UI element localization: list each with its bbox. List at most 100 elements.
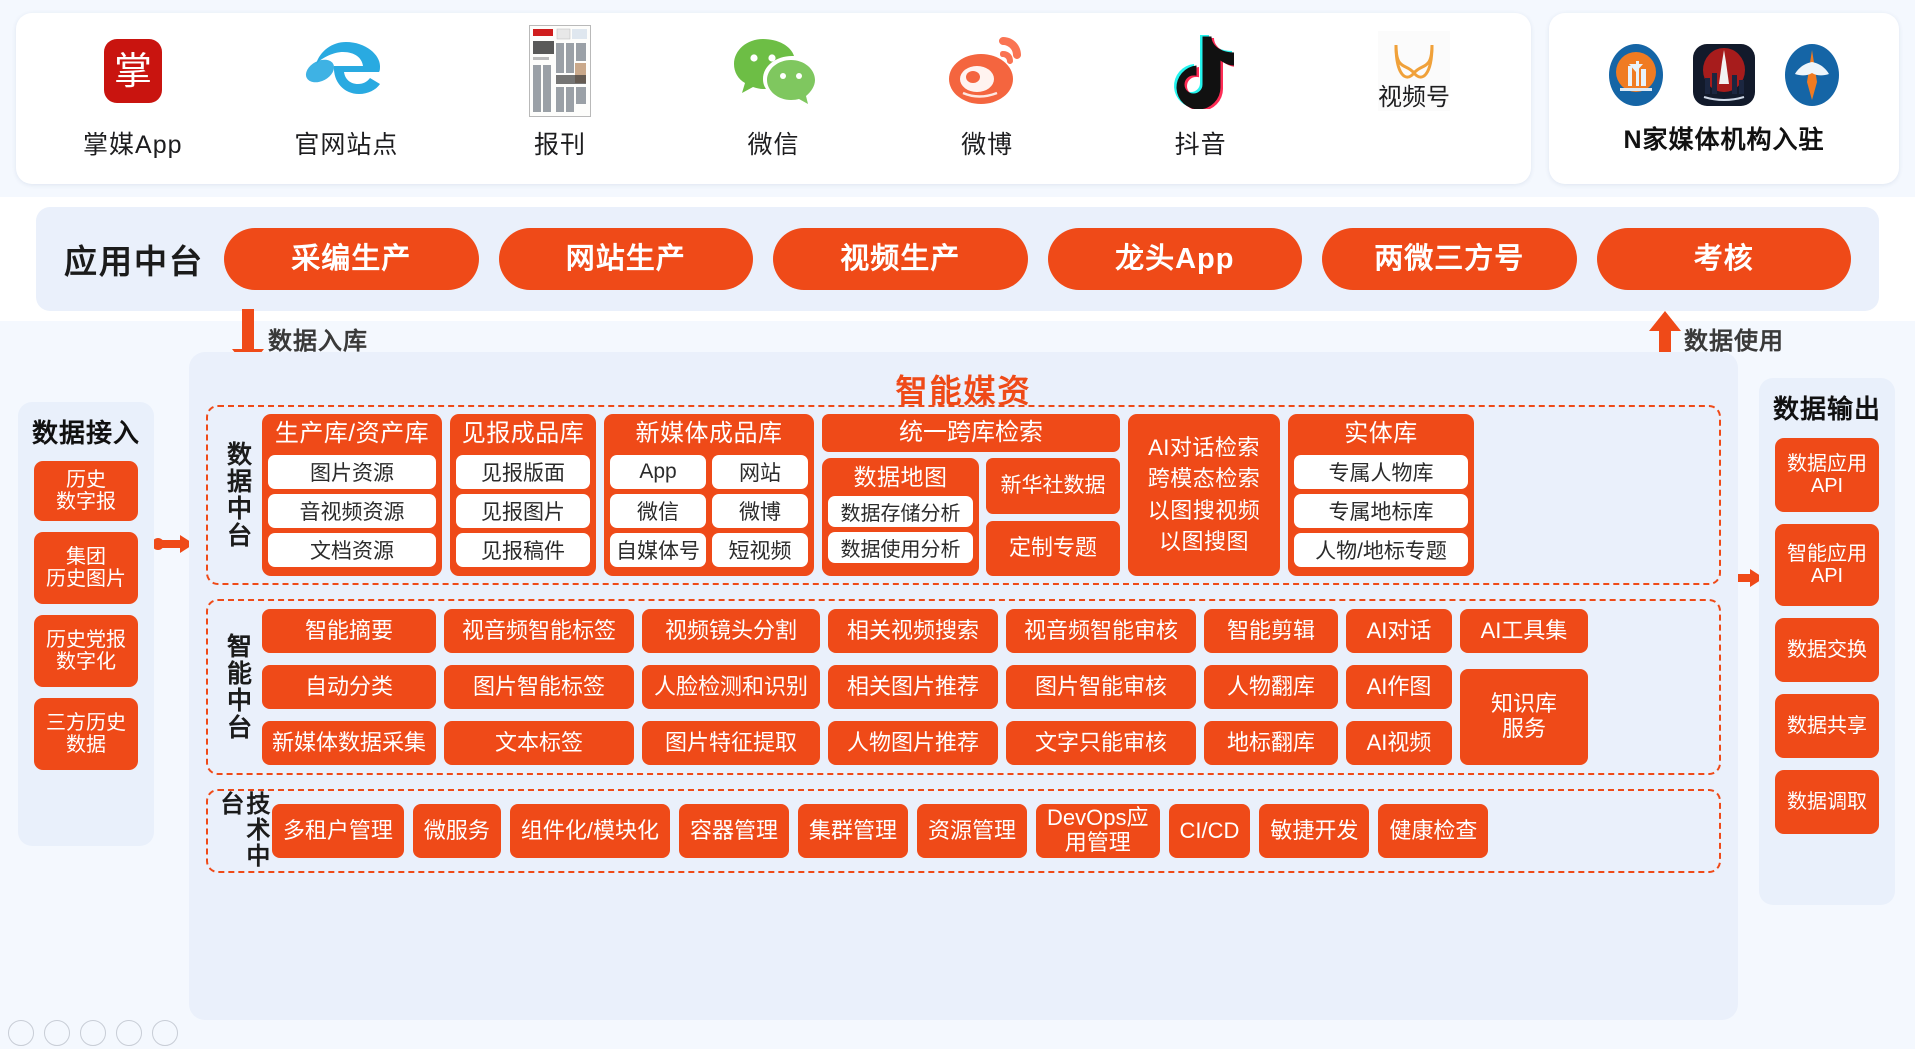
toolbar-dot-icon[interactable] <box>80 1020 106 1046</box>
data-item[interactable]: 数据使用分析 <box>828 532 973 564</box>
app-item-flagship-app[interactable]: 龙头App <box>1047 228 1302 290</box>
ai-retrieval-item[interactable]: AI对话检索 <box>1148 434 1260 460</box>
ai-item[interactable]: 人物翻库 <box>1204 665 1339 709</box>
toolbar-dot-icon[interactable] <box>152 1020 178 1046</box>
ai-item[interactable]: 人物图片推荐 <box>828 721 999 765</box>
data-item[interactable]: 见报版面 <box>456 454 590 489</box>
data-item[interactable]: 自媒体号 <box>610 532 706 567</box>
ai-item[interactable]: 新媒体数据采集 <box>262 721 437 765</box>
channel-wechat[interactable]: 微信 <box>667 27 881 161</box>
channel-weibo[interactable]: 微博 <box>880 27 1094 161</box>
data-access-panel: 数据接入 历史 数字报 集团 历史图片 历史党报 数字化 三方历史 数据 <box>18 402 154 846</box>
channel-newspaper[interactable]: 报刊 <box>453 25 667 161</box>
ai-item[interactable]: 图片智能标签 <box>444 665 635 709</box>
data-item[interactable]: 见报稿件 <box>456 532 590 567</box>
ai-retrieval-item[interactable]: 跨模态检索 <box>1147 466 1261 492</box>
channel-label: 微信 <box>747 131 800 159</box>
data-map-box[interactable]: 数据地图 数据存储分析 数据使用分析 <box>822 458 979 576</box>
data-item[interactable]: 微博 <box>712 493 808 528</box>
ai-item[interactable]: AI视频 <box>1346 721 1453 765</box>
xinhua-data-item[interactable]: 新华社数据 <box>986 458 1120 514</box>
tech-item[interactable]: CI/CD <box>1168 804 1251 858</box>
tech-item-devops[interactable]: DevOps应 用管理 <box>1036 804 1160 858</box>
tech-item[interactable]: 健康检查 <box>1378 804 1489 858</box>
ai-item[interactable]: AI对话 <box>1346 609 1453 653</box>
data-box-title: 生产库/资产库 <box>274 420 430 447</box>
data-item[interactable]: 专属人物库 <box>1294 454 1468 489</box>
data-item[interactable]: 人物/地标专题 <box>1294 532 1468 567</box>
channel-zhangmei-app[interactable]: 掌 掌媒App <box>26 27 240 161</box>
channel-video-account[interactable]: 视频号 <box>1307 27 1521 125</box>
app-item-video[interactable]: 视频生产 <box>773 228 1028 290</box>
app-item-website[interactable]: 网站生产 <box>498 228 753 290</box>
ai-item[interactable]: 文字只能审核 <box>1006 721 1197 765</box>
channel-douyin[interactable]: 抖音 <box>1094 27 1308 161</box>
data-box-newmedia-library[interactable]: 新媒体成品库 App 网站 微信 微博 自媒体号 <box>604 414 814 576</box>
data-box-title: 新媒体成品库 <box>635 420 783 447</box>
data-output-item-4[interactable]: 数据共享 <box>1775 694 1879 758</box>
ai-item[interactable]: AI作图 <box>1346 665 1453 709</box>
app-item-social[interactable]: 两微三方号 <box>1322 228 1577 290</box>
ai-item[interactable]: 文本标签 <box>444 721 635 765</box>
ai-item[interactable]: 自动分类 <box>262 665 437 709</box>
data-item[interactable]: 微信 <box>610 493 706 528</box>
toolbar-dot-icon[interactable] <box>44 1020 70 1046</box>
media-logo-3 <box>1785 43 1839 106</box>
toolbar-dot-icon[interactable] <box>8 1020 34 1046</box>
ai-item[interactable]: 相关图片推荐 <box>828 665 999 709</box>
data-item[interactable]: 数据存储分析 <box>828 496 973 528</box>
app-item-kaohe[interactable]: 考核 <box>1596 228 1851 290</box>
data-item[interactable]: 专属地标库 <box>1294 493 1468 528</box>
toolbar-dot-icon[interactable] <box>116 1020 142 1046</box>
ai-item[interactable]: 地标翻库 <box>1204 721 1339 765</box>
tech-item[interactable]: 微服务 <box>412 804 501 858</box>
ai-item[interactable]: 智能摘要 <box>262 609 437 653</box>
data-box-title: 实体库 <box>1344 420 1418 447</box>
data-item[interactable]: 音视频资源 <box>268 493 436 528</box>
ai-item[interactable]: 智能剪辑 <box>1204 609 1339 653</box>
channel-official-site[interactable]: 官网站点 <box>240 27 454 161</box>
ai-retrieval-item[interactable]: 以图搜视频 <box>1147 497 1261 523</box>
agency-card: N家媒体机构入驻 <box>1549 13 1899 184</box>
tech-item[interactable]: 资源管理 <box>917 804 1028 858</box>
channel-label: 微博 <box>961 131 1014 159</box>
ai-item[interactable]: 人脸检测和识别 <box>642 665 821 709</box>
data-item[interactable]: 短视频 <box>712 532 808 567</box>
tech-item[interactable]: 敏捷开发 <box>1259 804 1370 858</box>
data-box-production-library[interactable]: 生产库/资产库 图片资源 音视频资源 文档资源 <box>262 414 442 576</box>
ai-item[interactable]: 视音频智能标签 <box>444 609 635 653</box>
ai-item[interactable]: 视音频智能审核 <box>1006 609 1197 653</box>
svg-text:掌: 掌 <box>114 49 152 93</box>
cross-search-title: 统一跨库检索 <box>822 414 1120 452</box>
tech-item[interactable]: 组件化/模块化 <box>509 804 670 858</box>
ai-item[interactable]: 视频镜头分割 <box>642 609 821 653</box>
data-access-item-3[interactable]: 历史党报 数字化 <box>34 615 138 687</box>
ai-item[interactable]: 图片特征提取 <box>642 721 821 765</box>
ai-retrieval-box[interactable]: AI对话检索 跨模态检索 以图搜视频 以图搜图 <box>1128 414 1280 576</box>
data-output-item-2[interactable]: 智能应用 API <box>1775 524 1879 606</box>
app-item-caibian[interactable]: 采编生产 <box>224 228 479 290</box>
tech-item[interactable]: 多租户管理 <box>271 804 404 858</box>
custom-topic-item[interactable]: 定制专题 <box>986 520 1120 576</box>
data-output-item-5[interactable]: 数据调取 <box>1775 770 1879 834</box>
data-output-item-3[interactable]: 数据交换 <box>1775 618 1879 682</box>
ai-item[interactable]: 图片智能审核 <box>1006 665 1197 709</box>
data-item[interactable]: 网站 <box>712 454 808 489</box>
ai-toolset-item[interactable]: AI工具集 <box>1460 609 1589 653</box>
tech-item[interactable]: 容器管理 <box>678 804 789 858</box>
tech-item[interactable]: 集群管理 <box>797 804 908 858</box>
data-item[interactable]: 见报图片 <box>456 493 590 528</box>
data-box-printed-library[interactable]: 见报成品库 见报版面 见报图片 见报稿件 <box>450 414 596 576</box>
media-logo-2 <box>1693 43 1755 106</box>
knowledge-base-service-item[interactable]: 知识库 服务 <box>1460 669 1589 765</box>
data-item[interactable]: 文档资源 <box>268 532 436 567</box>
data-access-item-1[interactable]: 历史 数字报 <box>34 461 138 521</box>
data-item[interactable]: App <box>610 454 706 489</box>
data-access-item-4[interactable]: 三方历史 数据 <box>34 698 138 770</box>
data-access-item-2[interactable]: 集团 历史图片 <box>34 532 138 604</box>
data-item[interactable]: 图片资源 <box>268 454 436 489</box>
ai-item[interactable]: 相关视频搜索 <box>828 609 999 653</box>
entity-library-box[interactable]: 实体库 专属人物库 专属地标库 人物/地标专题 <box>1288 414 1474 576</box>
ai-retrieval-item[interactable]: 以图搜图 <box>1158 528 1249 554</box>
data-output-item-1[interactable]: 数据应用 API <box>1775 438 1879 512</box>
